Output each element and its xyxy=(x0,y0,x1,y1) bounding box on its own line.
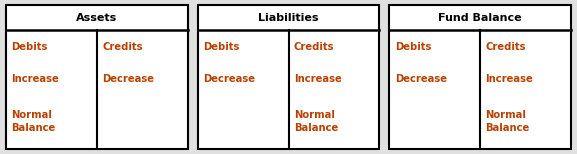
Text: Liabilities: Liabilities xyxy=(258,13,319,23)
Text: Increase: Increase xyxy=(12,74,59,84)
Text: Decrease: Decrease xyxy=(102,74,154,84)
Text: Debits: Debits xyxy=(12,42,48,52)
Bar xyxy=(389,5,571,149)
Bar xyxy=(6,5,188,149)
Text: Increase: Increase xyxy=(294,74,342,84)
Text: Normal
Balance: Normal Balance xyxy=(486,110,530,133)
Text: Debits: Debits xyxy=(395,42,431,52)
Text: Decrease: Decrease xyxy=(203,74,255,84)
Text: Assets: Assets xyxy=(76,13,118,23)
Text: Credits: Credits xyxy=(102,42,143,52)
Text: Debits: Debits xyxy=(203,42,239,52)
Text: Credits: Credits xyxy=(486,42,526,52)
Text: Credits: Credits xyxy=(294,42,335,52)
Bar xyxy=(198,5,379,149)
Text: Increase: Increase xyxy=(486,74,533,84)
Text: Fund Balance: Fund Balance xyxy=(439,13,522,23)
Text: Normal
Balance: Normal Balance xyxy=(294,110,338,133)
Text: Normal
Balance: Normal Balance xyxy=(12,110,56,133)
Text: Decrease: Decrease xyxy=(395,74,447,84)
